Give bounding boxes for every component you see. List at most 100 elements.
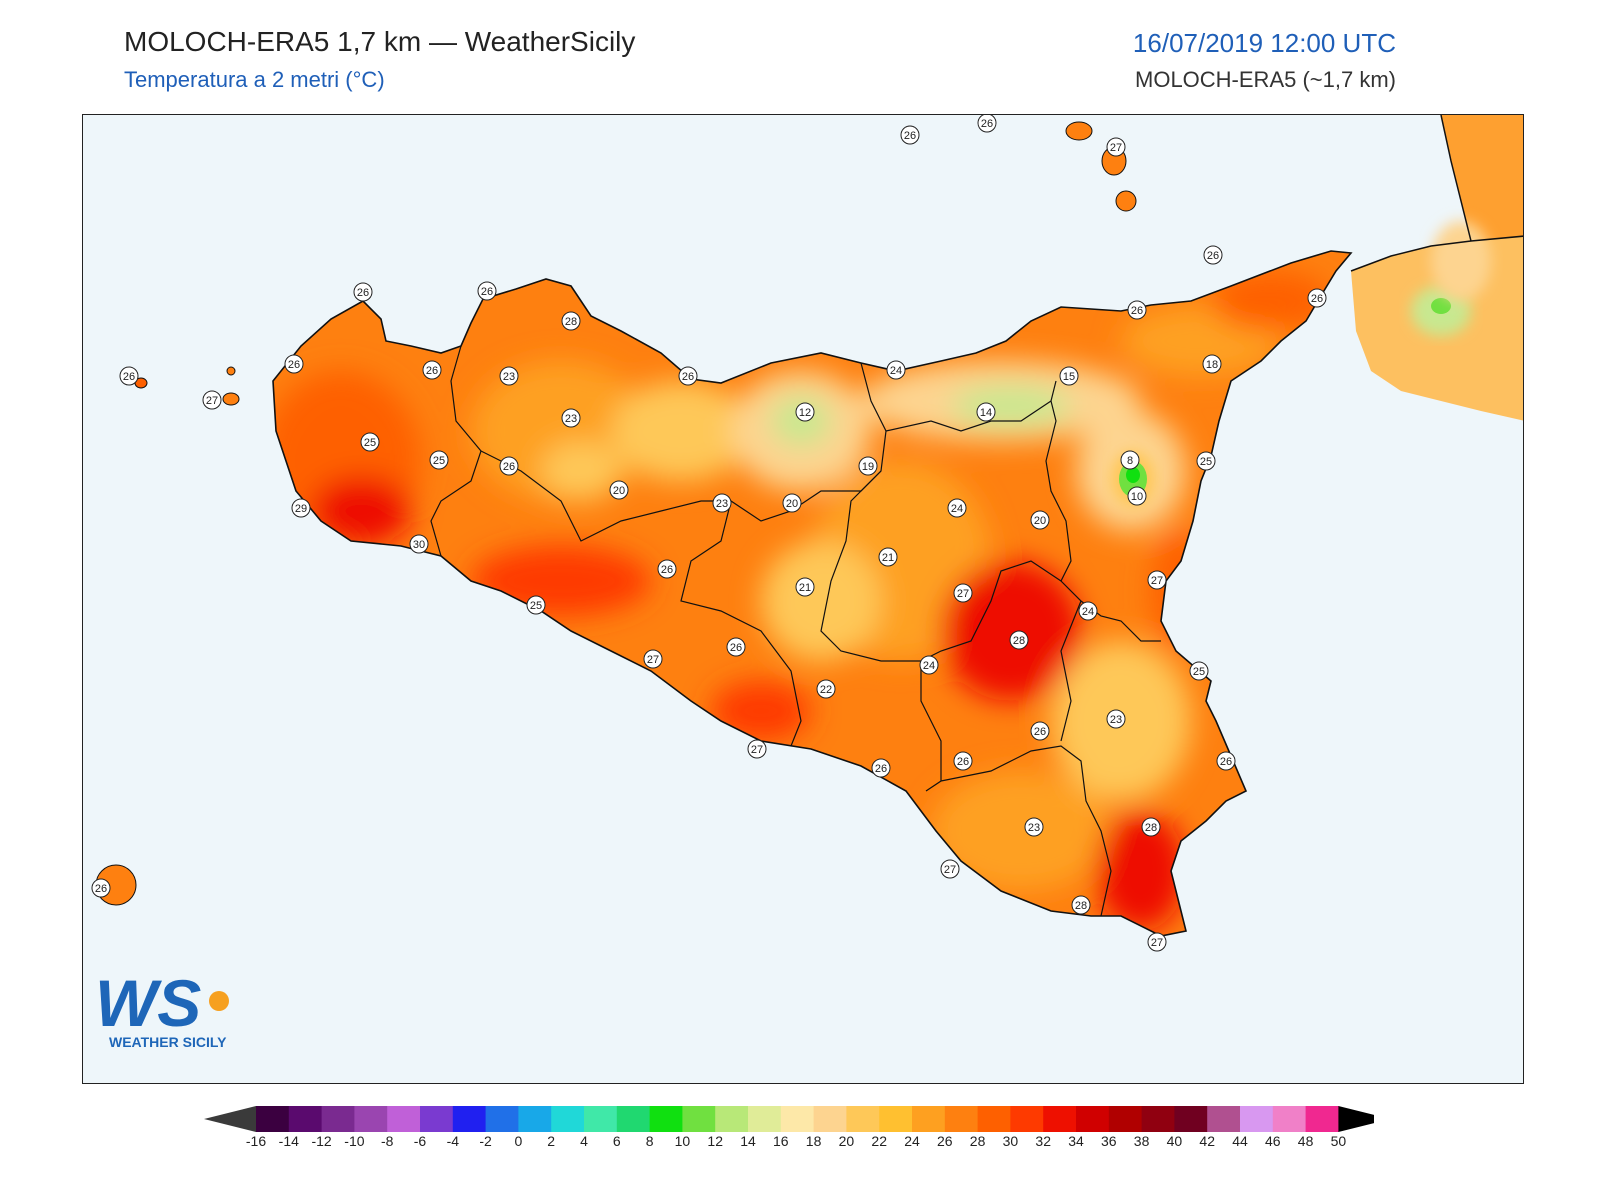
colorbar-box — [288, 1106, 323, 1132]
station-value: 14 — [980, 407, 992, 419]
station-marker — [795, 402, 815, 422]
colorbar-tick: 12 — [707, 1133, 723, 1146]
station-value: 24 — [923, 660, 935, 672]
station-value: 29 — [295, 503, 307, 515]
colorbar-tick: -12 — [311, 1133, 331, 1146]
weathersicily-logo: WS WEATHER SICILY — [95, 966, 229, 1050]
calabria-land — [1350, 115, 1523, 421]
colorbar-box — [256, 1106, 290, 1132]
colorbar-tick-labels: -16 -14 -12 -10 -8 -6 -4 -2 0 2 4 6 8 10 12 14 16 18 20 22 2… — [246, 1133, 1347, 1146]
colorbar-tick: 28 — [970, 1133, 986, 1146]
valid-datetime: 16/07/2019 12:00 UTC — [1132, 28, 1396, 58]
colorbar-box — [551, 1106, 585, 1132]
station-marker — [284, 354, 304, 374]
station-value: 26 — [481, 286, 493, 298]
colorbar-tick: 32 — [1035, 1133, 1051, 1146]
station-label: 24 — [886, 360, 906, 380]
station-label: 23 — [561, 408, 581, 428]
station-marker — [1147, 570, 1167, 590]
station-label: 22 — [816, 679, 836, 699]
station-label: 26 — [1216, 751, 1236, 771]
station-marker — [1141, 817, 1161, 837]
station-value: 24 — [1082, 606, 1094, 618]
station-marker — [886, 360, 906, 380]
temperature-map: 26 26 27 26 26 26 18 15 14 24 8 10 25 12 19 26 23 28 26 26 2… — [83, 115, 1523, 1083]
station-label: 19 — [858, 456, 878, 476]
station-label: 14 — [976, 402, 996, 422]
station-value: 20 — [786, 498, 798, 510]
station-label: 26 — [977, 115, 997, 133]
station-value: 28 — [1145, 822, 1157, 834]
colorbar-tick: -14 — [279, 1133, 299, 1146]
station-value: 27 — [751, 744, 763, 756]
station-label: 24 — [919, 655, 939, 675]
colorbar-box — [1043, 1106, 1077, 1132]
colorbar-box — [649, 1106, 683, 1132]
colorbar-box — [813, 1106, 847, 1132]
station-label: 26 — [477, 281, 497, 301]
colorbar-tick: -16 — [246, 1133, 266, 1146]
station-label: 26 — [678, 366, 698, 386]
station-value: 27 — [206, 395, 218, 407]
colorbar-tick: 6 — [613, 1133, 621, 1146]
station-marker — [1189, 661, 1209, 681]
station-marker — [712, 493, 732, 513]
station-value: 20 — [613, 485, 625, 497]
colorbar-box — [616, 1106, 651, 1132]
colorbar-tick: 20 — [839, 1133, 855, 1146]
station-value: 27 — [647, 654, 659, 666]
station-marker — [643, 649, 663, 669]
station-marker — [91, 878, 111, 898]
station-value: 28 — [1075, 900, 1087, 912]
map-subtitle: Temperatura a 2 metri (°C) — [124, 67, 385, 92]
station-label: 12 — [795, 402, 815, 422]
station-marker — [747, 739, 767, 759]
station-marker — [1147, 932, 1167, 952]
station-value: 26 — [357, 287, 369, 299]
station-value: 27 — [1151, 937, 1163, 949]
colorbar-box — [912, 1106, 946, 1132]
colorbar-box — [1141, 1106, 1175, 1132]
station-label: 27 — [1147, 932, 1167, 952]
station-label: 26 — [900, 125, 920, 145]
station-value: 26 — [904, 130, 916, 142]
colorbar-tick: 50 — [1331, 1133, 1347, 1146]
colorbar-tick: 8 — [646, 1133, 654, 1146]
station-marker — [782, 493, 802, 513]
station-marker — [1030, 721, 1050, 741]
station-marker — [499, 366, 519, 386]
colorbar-box — [1108, 1106, 1143, 1132]
station-value: 23 — [565, 413, 577, 425]
station-labels: 26 26 27 26 26 26 18 15 14 24 8 10 25 12 19 26 23 28 26 26 2… — [91, 115, 1327, 952]
colorbar-box — [387, 1106, 421, 1132]
station-marker — [858, 456, 878, 476]
station-value: 8 — [1127, 455, 1133, 467]
station-marker — [1120, 450, 1140, 470]
colorbar-box — [748, 1106, 782, 1132]
station-marker — [940, 859, 960, 879]
station-value: 26 — [288, 359, 300, 371]
station-value: 26 — [661, 564, 673, 576]
station-marker — [1216, 751, 1236, 771]
station-label: 28 — [561, 311, 581, 331]
station-label: 26 — [953, 751, 973, 771]
station-value: 10 — [1131, 491, 1143, 503]
station-label: 27 — [940, 859, 960, 879]
station-value: 20 — [1034, 515, 1046, 527]
province-borders — [430, 345, 1161, 917]
colorbar-tick: 30 — [1003, 1133, 1019, 1146]
station-marker — [609, 480, 629, 500]
station-label: 25 — [1189, 661, 1209, 681]
station-label: 18 — [1202, 354, 1222, 374]
colorbar-box — [780, 1106, 815, 1132]
station-label: 24 — [947, 498, 967, 518]
station-marker — [947, 498, 967, 518]
station-value: 26 — [682, 371, 694, 383]
station-marker — [900, 125, 920, 145]
station-label: 20 — [609, 480, 629, 500]
map-title: MOLOCH-ERA5 1,7 km — WeatherSicily — [124, 26, 636, 57]
colorbar-box — [1240, 1106, 1274, 1132]
station-value: 26 — [1034, 726, 1046, 738]
logo-letters: WS — [95, 966, 201, 1040]
station-label: 26 — [1127, 300, 1147, 320]
